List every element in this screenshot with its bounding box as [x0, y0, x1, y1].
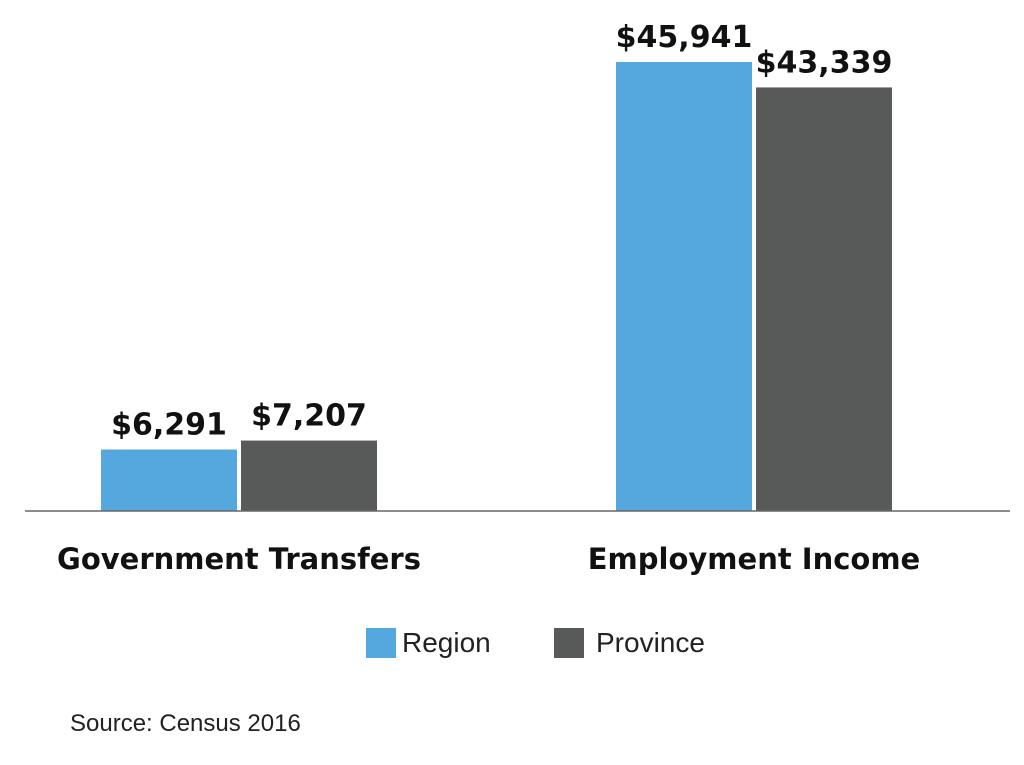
bar-province-0	[241, 440, 377, 511]
legend-swatch-province	[554, 628, 584, 658]
value-label-region-0: $6,291	[111, 408, 227, 443]
legend-swatch-region	[366, 628, 396, 658]
category-label-0: Government Transfers	[57, 542, 421, 576]
bar-chart: $6,291 $7,207 $45,941$43,339 Government Tr…	[25, 20, 1010, 576]
source-note: Source: Census 2016	[70, 710, 301, 737]
bar-region-1	[616, 62, 752, 511]
category-labels-group: Government Transfers Employment Income	[57, 542, 920, 576]
value-label-province-1: $43,339	[756, 45, 893, 80]
legend-item-province: Province	[554, 627, 705, 659]
category-label-1: Employment Income	[588, 542, 920, 576]
legend: Region Province	[0, 627, 1024, 667]
bar-region-0	[101, 449, 237, 511]
value-label-province-0: $7,207	[251, 399, 367, 434]
legend-label-region: Region	[402, 627, 491, 658]
value-label-region-1: $45,941	[616, 20, 753, 55]
legend-item-region: Region	[366, 627, 491, 659]
legend-label-province: Province	[596, 627, 705, 658]
value-labels-group: $6,291 $7,207 $45,941$43,339	[111, 20, 892, 443]
bars-group	[101, 62, 892, 512]
bar-province-1	[756, 87, 892, 512]
